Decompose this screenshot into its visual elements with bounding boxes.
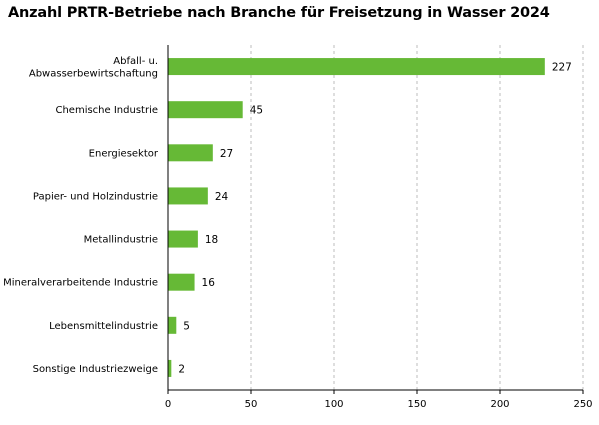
value-label: 24 bbox=[215, 191, 229, 203]
x-tick-label: 200 bbox=[490, 399, 509, 410]
value-label: 16 bbox=[202, 277, 216, 289]
x-tick-label: 50 bbox=[245, 399, 258, 410]
category-label: Chemische Industrie bbox=[55, 105, 158, 116]
x-tick-label: 150 bbox=[407, 399, 426, 410]
bar bbox=[168, 273, 195, 291]
bar bbox=[168, 316, 177, 334]
value-label: 45 bbox=[250, 105, 263, 117]
value-label: 2 bbox=[178, 363, 185, 375]
bars bbox=[168, 58, 545, 377]
value-label: 18 bbox=[205, 234, 218, 246]
value-label: 5 bbox=[183, 320, 190, 332]
category-label: Abfall- u. Abwasserbewirtschaftung bbox=[29, 56, 158, 80]
grid-lines bbox=[250, 45, 584, 390]
value-label: 27 bbox=[220, 148, 233, 160]
bar bbox=[168, 144, 213, 162]
x-tick-label: 100 bbox=[324, 399, 343, 410]
category-label: Metallindustrie bbox=[84, 235, 158, 246]
axes bbox=[167, 45, 584, 394]
bar bbox=[168, 101, 243, 119]
category-label: Lebensmittelindustrie bbox=[49, 321, 158, 332]
value-label: 227 bbox=[552, 62, 572, 74]
category-label: Papier- und Holzindustrie bbox=[33, 191, 158, 202]
category-label: Mineralverarbeitende Industrie bbox=[3, 278, 158, 289]
bar bbox=[168, 187, 208, 205]
chart-title: Anzahl PRTR-Betriebe nach Branche für Fr… bbox=[8, 5, 550, 21]
bar bbox=[168, 58, 545, 76]
x-tick-label: 250 bbox=[573, 399, 592, 410]
category-label: Energiesektor bbox=[89, 148, 159, 159]
bar bbox=[168, 359, 172, 377]
category-label: Sonstige Industriezweige bbox=[33, 364, 158, 375]
bar bbox=[168, 230, 198, 248]
x-tick-label: 0 bbox=[165, 399, 171, 410]
